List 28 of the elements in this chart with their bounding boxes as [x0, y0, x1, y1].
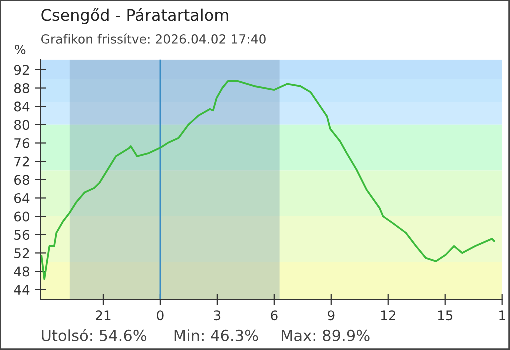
- text: Max: 89.9%: [282, 330, 370, 342]
- y-tick-label: 64: [14, 193, 30, 204]
- y-axis-title: %: [15, 44, 26, 54]
- y-tick-label: 92: [14, 65, 30, 76]
- text: Min: 46.3%: [174, 330, 258, 342]
- x-tick-label: 9: [328, 310, 335, 321]
- y-tick-label: 60: [14, 212, 30, 222]
- line-series: [40, 80, 496, 280]
- y-tick-label: 76: [14, 138, 30, 148]
- x-tick-label: 15: [438, 310, 453, 321]
- y-tick-label: 56: [14, 230, 30, 240]
- x-tick-label: 21: [96, 310, 111, 320]
- x-tick-label: 12: [381, 310, 396, 320]
- chart-subtitle: Grafikon frissítve: 2026.04.02 17:40: [42, 34, 266, 44]
- x-tick-label: 3: [214, 310, 221, 321]
- y-tick-label: 68: [14, 175, 30, 186]
- y-tick-label: 48: [14, 266, 30, 277]
- y-tick-label: 88: [14, 83, 30, 94]
- y-tick-label: 52: [14, 248, 30, 258]
- text: Utolsó: 54.6%: [42, 329, 147, 342]
- chart-title: Csengőd - Páratartalom: [42, 8, 228, 24]
- x-tick-label: 6: [271, 310, 278, 321]
- y-tick-label: 80: [14, 120, 30, 130]
- y-tick-label: 72: [14, 156, 30, 167]
- x-tick-label: 0: [157, 310, 164, 321]
- y-tick-label: 44: [14, 285, 30, 295]
- x-tick-label: 1: [500, 310, 506, 320]
- y-tick-label: 84: [14, 102, 30, 112]
